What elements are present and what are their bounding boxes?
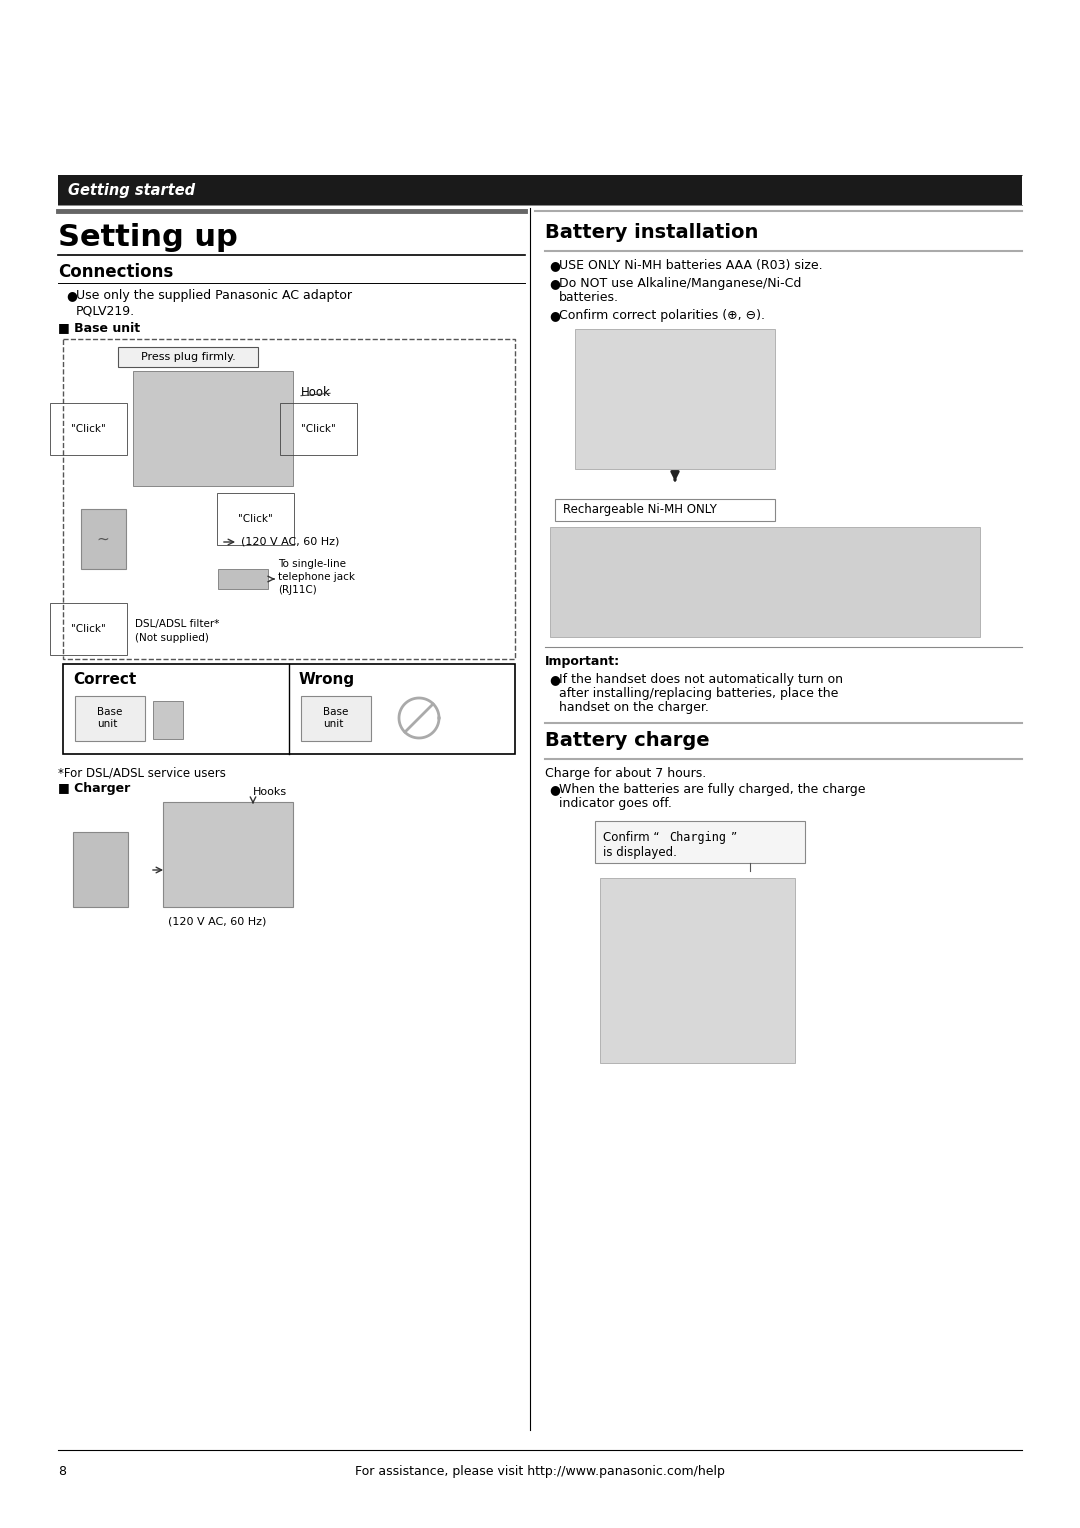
Text: Important:: Important: (545, 656, 620, 668)
Text: indicator goes off.: indicator goes off. (559, 798, 672, 810)
Bar (73, 833, 129, 908)
Bar (133, 371, 293, 486)
Text: ●: ● (549, 260, 559, 272)
Text: When the batteries are fully charged, the charge: When the batteries are fully charged, th… (559, 782, 865, 796)
Text: USE ONLY Ni-MH batteries AAA (R03) size.: USE ONLY Ni-MH batteries AAA (R03) size. (559, 260, 823, 272)
Text: To single-line: To single-line (278, 559, 346, 568)
Bar (63, 665, 515, 753)
Text: 8: 8 (58, 1465, 66, 1478)
Text: Getting started: Getting started (68, 183, 195, 199)
Bar (575, 329, 775, 469)
Bar (75, 695, 145, 741)
Text: ■ Base unit: ■ Base unit (58, 321, 140, 335)
Text: ●: ● (66, 289, 77, 303)
Text: DSL/ADSL filter*: DSL/ADSL filter* (135, 619, 219, 630)
Text: ”: ” (731, 831, 738, 843)
Bar (163, 802, 293, 908)
Text: Rechargeable Ni-MH ONLY: Rechargeable Ni-MH ONLY (563, 504, 717, 516)
Text: If the handset does not automatically turn on: If the handset does not automatically tu… (559, 672, 843, 686)
Text: Battery charge: Battery charge (545, 730, 710, 750)
Text: ●: ● (549, 672, 559, 686)
Text: Hook: Hook (301, 387, 330, 399)
Text: "Click": "Click" (238, 513, 273, 524)
Text: "Click": "Click" (301, 423, 336, 434)
Text: Battery installation: Battery installation (545, 223, 758, 241)
Text: Wrong: Wrong (299, 672, 355, 688)
Text: Use only the supplied Panasonic AC adaptor: Use only the supplied Panasonic AC adapt… (76, 289, 352, 303)
Bar (81, 509, 126, 568)
Text: ●: ● (549, 309, 559, 322)
Bar (218, 568, 268, 588)
Text: batteries.: batteries. (559, 290, 619, 304)
Text: "Click": "Click" (71, 623, 106, 634)
Bar (58, 176, 1022, 205)
Bar (550, 527, 980, 637)
Text: For assistance, please visit http://www.panasonic.com/help: For assistance, please visit http://www.… (355, 1465, 725, 1478)
Text: handset on the charger.: handset on the charger. (559, 701, 708, 714)
Bar (63, 339, 515, 659)
Text: is displayed.: is displayed. (603, 847, 677, 859)
Text: (Not supplied): (Not supplied) (135, 633, 208, 643)
Text: Base
unit: Base unit (323, 707, 349, 729)
Text: *For DSL/ADSL service users: *For DSL/ADSL service users (58, 766, 226, 779)
Text: Do NOT use Alkaline/Manganese/Ni-Cd: Do NOT use Alkaline/Manganese/Ni-Cd (559, 277, 801, 290)
Text: Charging: Charging (669, 831, 726, 843)
Text: Hooks: Hooks (253, 787, 287, 798)
Text: ●: ● (549, 782, 559, 796)
Text: (120 V AC, 60 Hz): (120 V AC, 60 Hz) (168, 917, 267, 927)
Bar (595, 821, 805, 863)
Bar (555, 500, 775, 521)
Text: "Click": "Click" (71, 423, 106, 434)
Text: Press plug firmly.: Press plug firmly. (140, 351, 235, 362)
Text: PQLV219.: PQLV219. (76, 306, 135, 318)
Text: ~: ~ (96, 532, 109, 547)
Text: ●: ● (549, 277, 559, 290)
Text: Base
unit: Base unit (97, 707, 123, 729)
Text: telephone jack: telephone jack (278, 571, 355, 582)
Bar (118, 347, 258, 367)
Text: Confirm correct polarities (⊕, ⊖).: Confirm correct polarities (⊕, ⊖). (559, 309, 765, 322)
Text: Setting up: Setting up (58, 223, 238, 252)
Bar (153, 701, 183, 740)
Text: (RJ11C): (RJ11C) (278, 585, 316, 594)
Bar (301, 695, 372, 741)
Text: (120 V AC, 60 Hz): (120 V AC, 60 Hz) (241, 536, 339, 547)
Text: ■ Charger: ■ Charger (58, 782, 131, 795)
Text: after installing/replacing batteries, place the: after installing/replacing batteries, pl… (559, 688, 838, 700)
Bar (600, 879, 795, 1063)
Text: Connections: Connections (58, 263, 173, 281)
Text: Confirm “: Confirm “ (603, 831, 660, 843)
Text: Correct: Correct (73, 672, 136, 688)
Text: Charge for about 7 hours.: Charge for about 7 hours. (545, 767, 706, 779)
